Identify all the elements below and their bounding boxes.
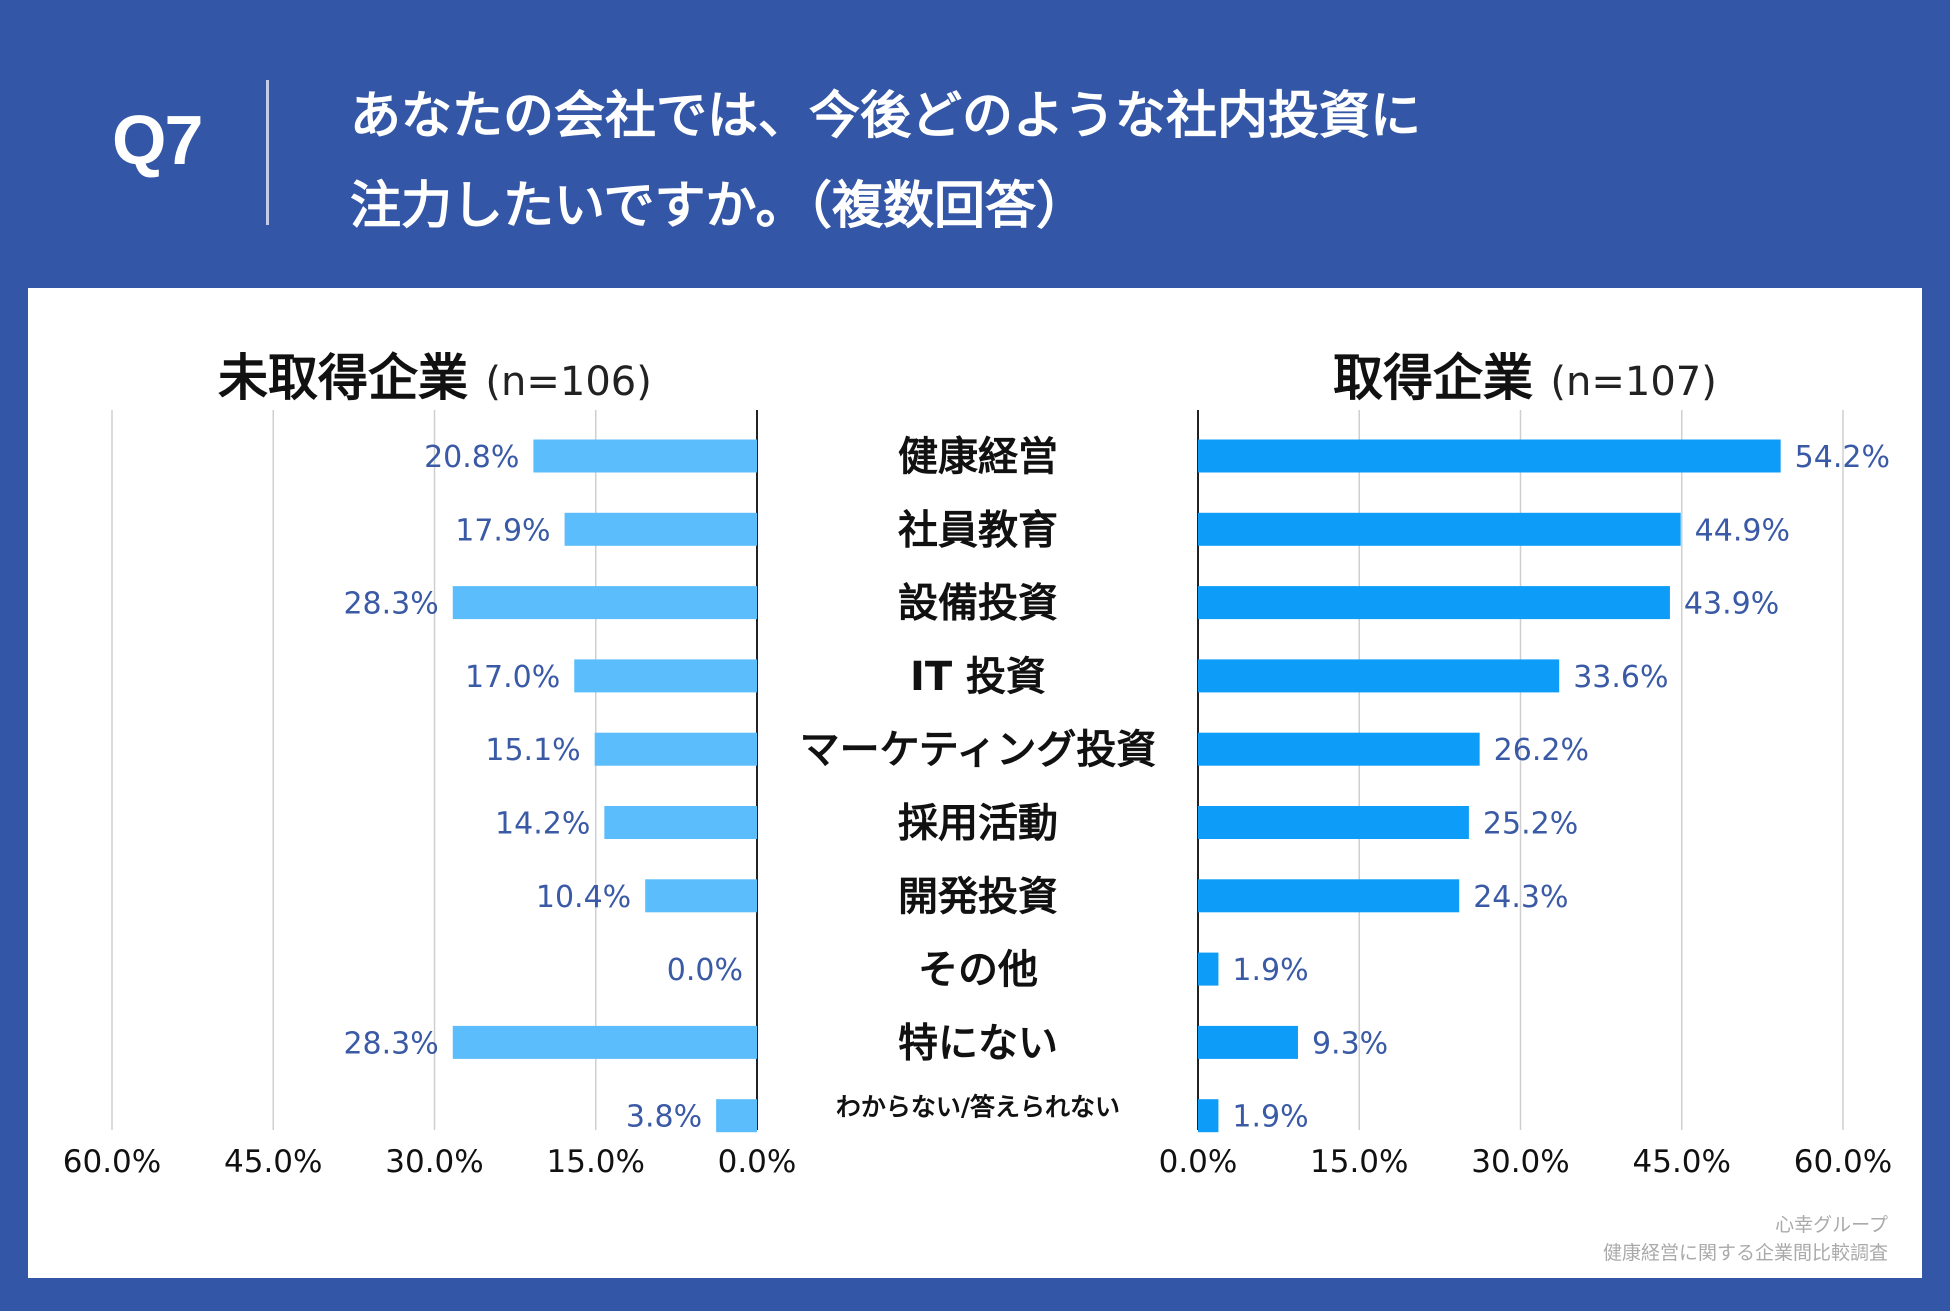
right-bar <box>1198 512 1681 546</box>
right-tick-label: 45.0% <box>1633 1144 1731 1180</box>
footer-source: 心幸グループ <box>1775 1214 1888 1236</box>
left-value-label: 3.8% <box>626 1100 702 1135</box>
left-bar <box>564 512 757 546</box>
question-text: あなたの会社では、今後どのような社内投資に 注力したいですか。（複数回答） <box>350 72 1650 252</box>
right-tick-label: 0.0% <box>1159 1144 1238 1180</box>
right-panel-title: 取得企業 (n=107) <box>1333 338 1717 410</box>
right-panel-n: (n=107) <box>1550 359 1717 405</box>
question-number: Q7 <box>112 101 203 179</box>
right-value-label: 1.9% <box>1232 953 1308 988</box>
question-line-2: 注力したいですか。（複数回答） <box>350 177 1087 236</box>
left-bar <box>574 659 757 693</box>
category-label: 設備投資 <box>898 581 1058 627</box>
left-value-label: 20.8% <box>424 440 519 475</box>
left-value-label: 17.0% <box>465 660 560 695</box>
left-bar <box>604 806 757 839</box>
left-value-label: 28.3% <box>343 1026 438 1061</box>
header-divider <box>266 80 269 225</box>
right-value-label: 26.2% <box>1494 733 1589 768</box>
right-bar <box>1198 952 1219 986</box>
left-tick-label: 0.0% <box>718 1144 797 1180</box>
right-value-label: 25.2% <box>1483 807 1578 842</box>
left-panel-title: 未取得企業 (n=106) <box>218 338 652 410</box>
left-bar <box>645 879 757 913</box>
right-bar <box>1198 659 1560 693</box>
category-label: 開発投資 <box>898 874 1058 920</box>
left-value-label: 14.2% <box>495 807 590 842</box>
category-label: 健康経営 <box>898 434 1058 480</box>
left-tick-label: 15.0% <box>547 1144 645 1180</box>
left-value-label: 28.3% <box>343 587 438 622</box>
left-value-label: 10.4% <box>536 880 631 915</box>
left-bar <box>452 586 757 620</box>
category-label: マーケティング投資 <box>800 727 1157 773</box>
right-bar <box>1198 1099 1219 1133</box>
right-value-label: 24.3% <box>1473 880 1568 915</box>
left-bar <box>716 1099 757 1133</box>
right-bar <box>1198 879 1460 913</box>
left-value-label: 17.9% <box>455 513 550 548</box>
right-value-label: 43.9% <box>1684 587 1779 622</box>
left-tick-label: 60.0% <box>63 1144 161 1180</box>
right-bar <box>1198 439 1781 473</box>
right-tick-label: 60.0% <box>1794 1144 1892 1180</box>
left-panel-title-text: 未取得企業 <box>218 349 468 407</box>
right-value-label: 33.6% <box>1573 660 1668 695</box>
category-label: IT 投資 <box>910 654 1046 700</box>
right-bar <box>1198 732 1480 766</box>
left-tick-label: 45.0% <box>224 1144 322 1180</box>
left-bar <box>452 1025 757 1059</box>
category-label: 社員教育 <box>898 507 1058 553</box>
category-label: わからない/答えられない <box>836 1093 1120 1122</box>
left-value-label: 0.0% <box>667 953 743 988</box>
category-label: 採用活動 <box>898 801 1058 847</box>
category-label: 特にない <box>898 1020 1058 1066</box>
left-bar <box>594 732 757 766</box>
left-panel-n: (n=106) <box>485 359 652 405</box>
question-line-1: あなたの会社では、今後どのような社内投資に <box>350 87 1422 146</box>
right-tick-label: 15.0% <box>1310 1144 1408 1180</box>
right-value-label: 54.2% <box>1795 440 1890 475</box>
left-value-label: 15.1% <box>485 733 580 768</box>
footer-survey: 健康経営に関する企業間比較調査 <box>1602 1242 1888 1264</box>
right-value-label: 1.9% <box>1232 1100 1308 1135</box>
right-value-label: 44.9% <box>1695 513 1790 548</box>
right-value-label: 9.3% <box>1312 1026 1388 1061</box>
right-bar <box>1198 806 1469 839</box>
right-bar <box>1198 586 1670 620</box>
left-tick-label: 30.0% <box>385 1144 483 1180</box>
right-bar <box>1198 1025 1298 1059</box>
left-bar <box>533 439 757 473</box>
category-label: その他 <box>918 947 1038 993</box>
right-panel-title-text: 取得企業 <box>1333 349 1533 407</box>
right-tick-label: 30.0% <box>1471 1144 1569 1180</box>
